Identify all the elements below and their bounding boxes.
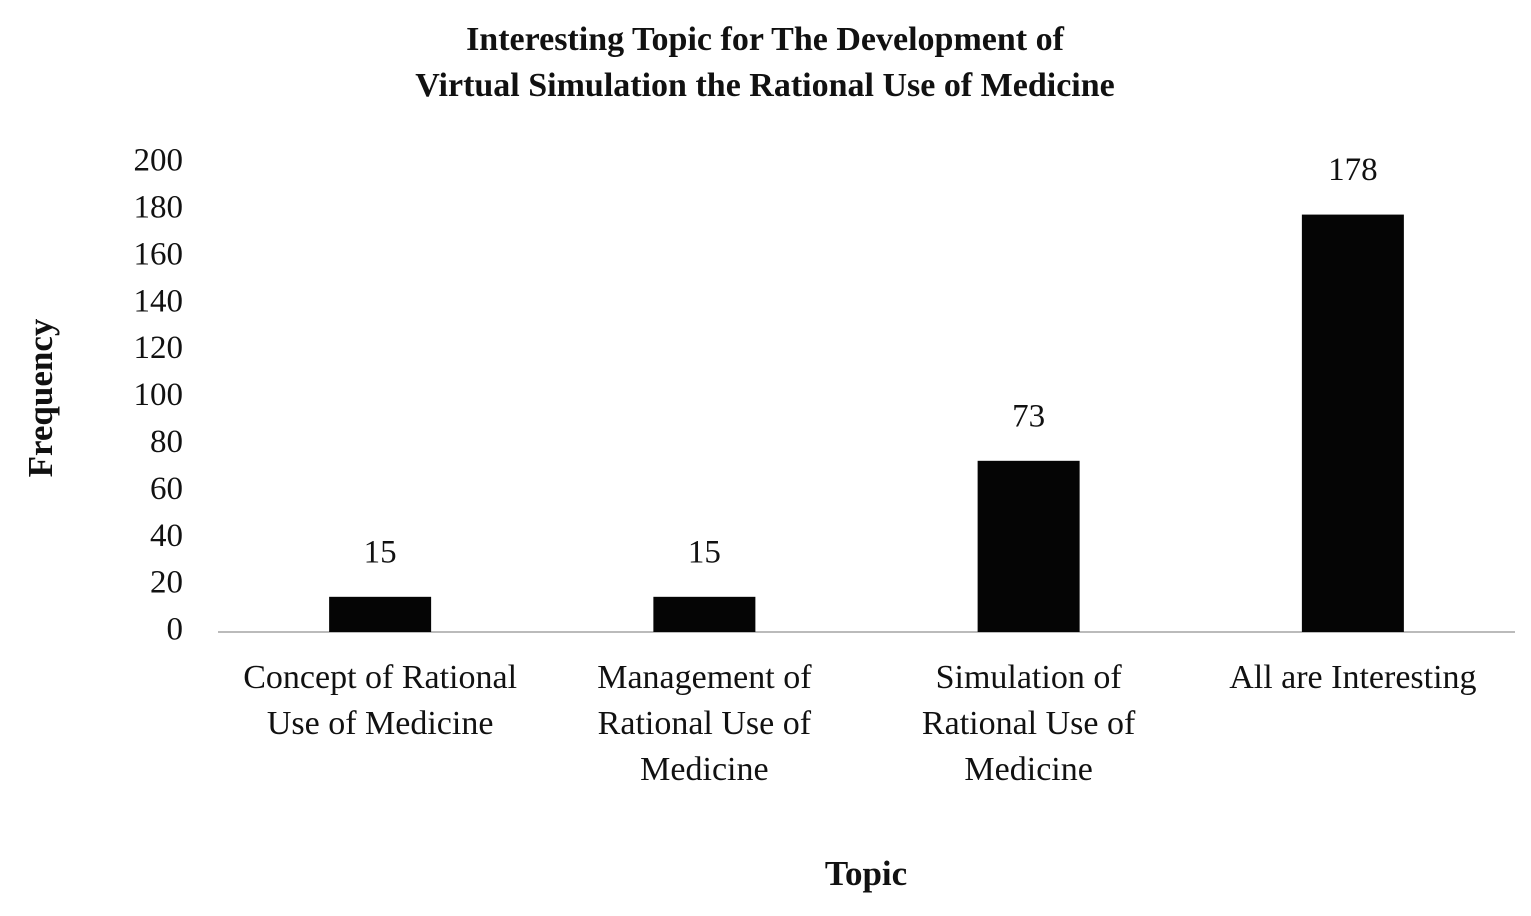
x-tick-label: All are Interesting bbox=[1229, 659, 1476, 696]
y-tick-label: 200 bbox=[134, 143, 184, 179]
bar bbox=[1301, 214, 1404, 632]
data-label: 73 bbox=[1012, 398, 1045, 434]
bar bbox=[329, 596, 432, 632]
y-tick-label: 100 bbox=[134, 377, 184, 413]
bar bbox=[977, 460, 1080, 632]
x-tick-label: Management of bbox=[597, 659, 812, 696]
y-tick-label: 40 bbox=[150, 518, 183, 554]
y-tick-label: 0 bbox=[167, 612, 184, 648]
x-tick-label: Rational Use of bbox=[922, 705, 1136, 742]
x-tick-label: Medicine bbox=[640, 751, 768, 788]
y-tick-label: 140 bbox=[134, 283, 184, 319]
x-tick-label: Concept of Rational bbox=[243, 659, 517, 696]
y-tick-label: 60 bbox=[150, 471, 183, 507]
data-label: 178 bbox=[1328, 152, 1378, 188]
x-tick-label: Use of Medicine bbox=[267, 705, 494, 742]
chart-title: Virtual Simulation the Rational Use of M… bbox=[415, 67, 1115, 104]
data-label: 15 bbox=[364, 534, 397, 570]
bar bbox=[653, 596, 756, 632]
y-tick-label: 120 bbox=[134, 330, 184, 366]
x-axis-title: Topic bbox=[825, 854, 907, 893]
y-axis-title: Frequency bbox=[21, 318, 60, 477]
y-tick-label: 160 bbox=[134, 236, 184, 272]
x-tick-label: Simulation of bbox=[936, 659, 1123, 696]
y-tick-label: 180 bbox=[134, 189, 184, 225]
y-tick-label: 80 bbox=[150, 424, 183, 460]
x-tick-label: Medicine bbox=[964, 751, 1092, 788]
chart-title: Interesting Topic for The Development of bbox=[466, 21, 1065, 58]
y-tick-label: 20 bbox=[150, 565, 183, 601]
x-tick-label: Rational Use of bbox=[598, 705, 812, 742]
data-label: 15 bbox=[688, 534, 721, 570]
